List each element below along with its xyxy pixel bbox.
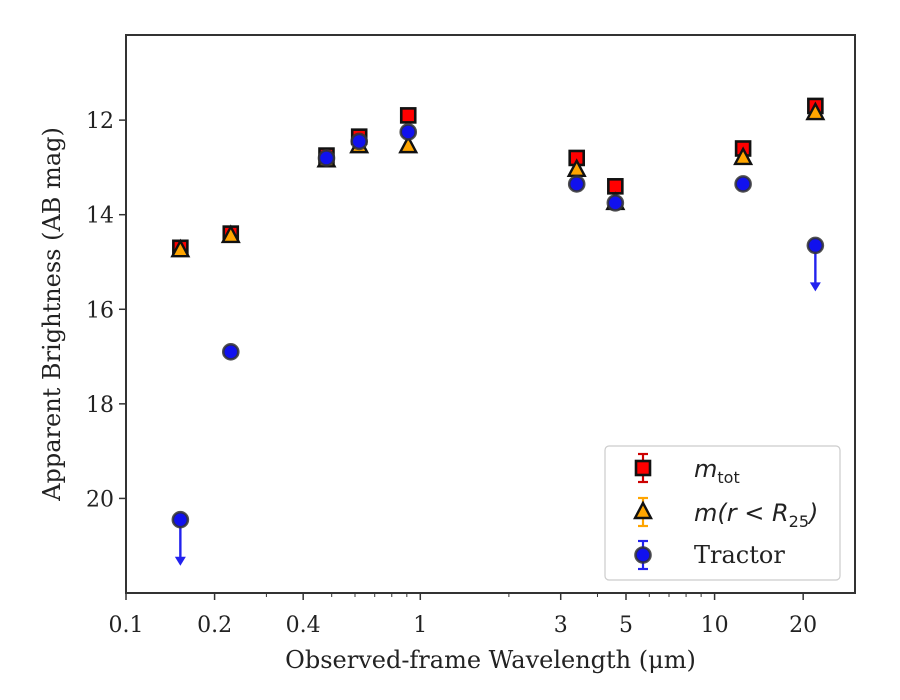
y-tick-label: 12 xyxy=(86,109,114,134)
x-tick-label: 20 xyxy=(789,613,817,638)
legend-label-mtot: mtot xyxy=(694,455,740,487)
upper-limit-arrow-head xyxy=(174,556,186,566)
upper-limit-arrow-head xyxy=(809,282,821,292)
legend-label-tractor: Tractor xyxy=(694,541,785,569)
y-tick-label: 20 xyxy=(86,487,114,512)
triangle-marker xyxy=(733,146,754,166)
triangle-marker xyxy=(398,134,419,154)
y-tick-label: 14 xyxy=(86,204,114,229)
legend-marker-square xyxy=(634,452,652,484)
legend-label-mr25-sub: 25 xyxy=(789,512,809,531)
plot-frame xyxy=(125,34,856,594)
circle-marker xyxy=(350,132,368,151)
circle-marker xyxy=(171,510,190,529)
legend-box xyxy=(604,445,841,581)
series-circle xyxy=(171,123,825,566)
legend-square-marker xyxy=(634,459,652,477)
ticks-layer: 0.1 0.2 0.4 1 3 5 10 20 12 14 16 18 20 xyxy=(86,109,817,638)
legend-marker-circle xyxy=(634,539,652,571)
legend-triangle-marker xyxy=(633,500,653,520)
legend-label-mr25-main: m(r < R xyxy=(694,499,789,527)
circle-marker xyxy=(734,175,752,193)
legend-circle-marker xyxy=(634,546,652,564)
x-tick-label: 10 xyxy=(701,613,729,638)
legend-marker-triangle xyxy=(633,496,653,528)
legend: mtot m(r < R25) Tractor xyxy=(604,445,841,581)
x-tick-label: 0.4 xyxy=(286,613,321,638)
legend-entry-mr25: m(r < R25) xyxy=(633,496,818,531)
marks-layer xyxy=(170,97,826,566)
legend-label-mr25: m(r < R25) xyxy=(694,499,818,531)
y-tick-label: 16 xyxy=(86,298,114,323)
triangle-marker xyxy=(170,238,191,258)
legend-label-mr25-suffix: ) xyxy=(807,499,818,527)
x-tick-label: 0.1 xyxy=(109,613,144,638)
circle-marker xyxy=(399,123,418,141)
triangle-marker xyxy=(220,224,241,244)
circle-marker xyxy=(317,149,336,167)
legend-entry-tractor: Tractor xyxy=(634,539,785,571)
x-tick-label: 3 xyxy=(554,613,568,638)
square-marker xyxy=(399,107,417,124)
circle-marker xyxy=(806,236,825,255)
circle-marker xyxy=(606,194,625,212)
x-axis-label: Observed-frame Wavelength (μm) xyxy=(285,646,696,674)
legend-label-mtot-main: m xyxy=(694,455,717,483)
x-tick-label: 0.2 xyxy=(197,613,232,638)
x-tick-label: 1 xyxy=(413,613,427,638)
legend-label-mtot-sub: tot xyxy=(717,468,739,487)
x-tick-label: 5 xyxy=(619,613,633,638)
square-marker xyxy=(607,178,624,195)
y-tick-label: 18 xyxy=(86,393,114,418)
y-axis-label: Apparent Brightness (AB mag) xyxy=(38,127,66,502)
circle-marker xyxy=(567,175,586,193)
circle-marker xyxy=(221,343,240,361)
legend-entry-mtot: mtot xyxy=(634,452,740,487)
triangle-marker xyxy=(805,101,826,121)
